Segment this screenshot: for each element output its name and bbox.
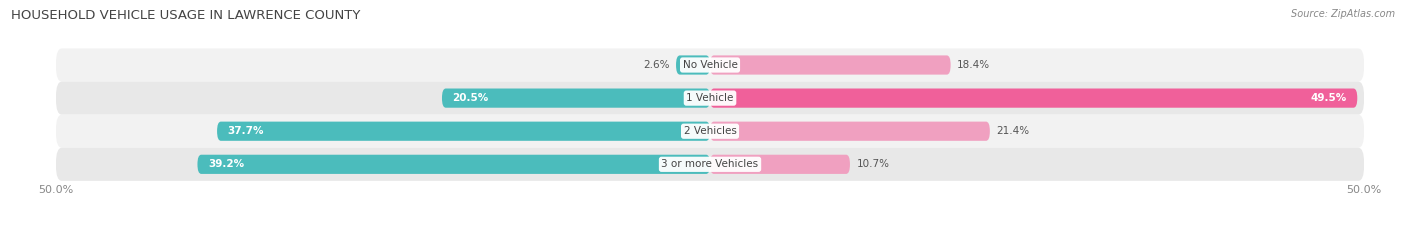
Text: 10.7%: 10.7% (856, 159, 890, 169)
FancyBboxPatch shape (217, 122, 710, 141)
Text: 18.4%: 18.4% (957, 60, 990, 70)
Text: HOUSEHOLD VEHICLE USAGE IN LAWRENCE COUNTY: HOUSEHOLD VEHICLE USAGE IN LAWRENCE COUN… (11, 9, 360, 22)
FancyBboxPatch shape (56, 148, 1364, 181)
FancyBboxPatch shape (710, 88, 1357, 108)
Text: Source: ZipAtlas.com: Source: ZipAtlas.com (1291, 9, 1395, 19)
Text: 21.4%: 21.4% (997, 126, 1029, 136)
Text: 39.2%: 39.2% (208, 159, 245, 169)
FancyBboxPatch shape (441, 88, 710, 108)
FancyBboxPatch shape (710, 122, 990, 141)
Text: 2 Vehicles: 2 Vehicles (683, 126, 737, 136)
Text: 49.5%: 49.5% (1310, 93, 1347, 103)
FancyBboxPatch shape (710, 55, 950, 75)
Text: 1 Vehicle: 1 Vehicle (686, 93, 734, 103)
Text: 20.5%: 20.5% (453, 93, 489, 103)
FancyBboxPatch shape (676, 55, 710, 75)
FancyBboxPatch shape (56, 82, 1364, 115)
FancyBboxPatch shape (56, 48, 1364, 82)
Text: 2.6%: 2.6% (643, 60, 669, 70)
FancyBboxPatch shape (710, 155, 851, 174)
FancyBboxPatch shape (56, 115, 1364, 148)
Text: No Vehicle: No Vehicle (682, 60, 738, 70)
Text: 37.7%: 37.7% (228, 126, 264, 136)
FancyBboxPatch shape (197, 155, 710, 174)
Text: 3 or more Vehicles: 3 or more Vehicles (661, 159, 759, 169)
